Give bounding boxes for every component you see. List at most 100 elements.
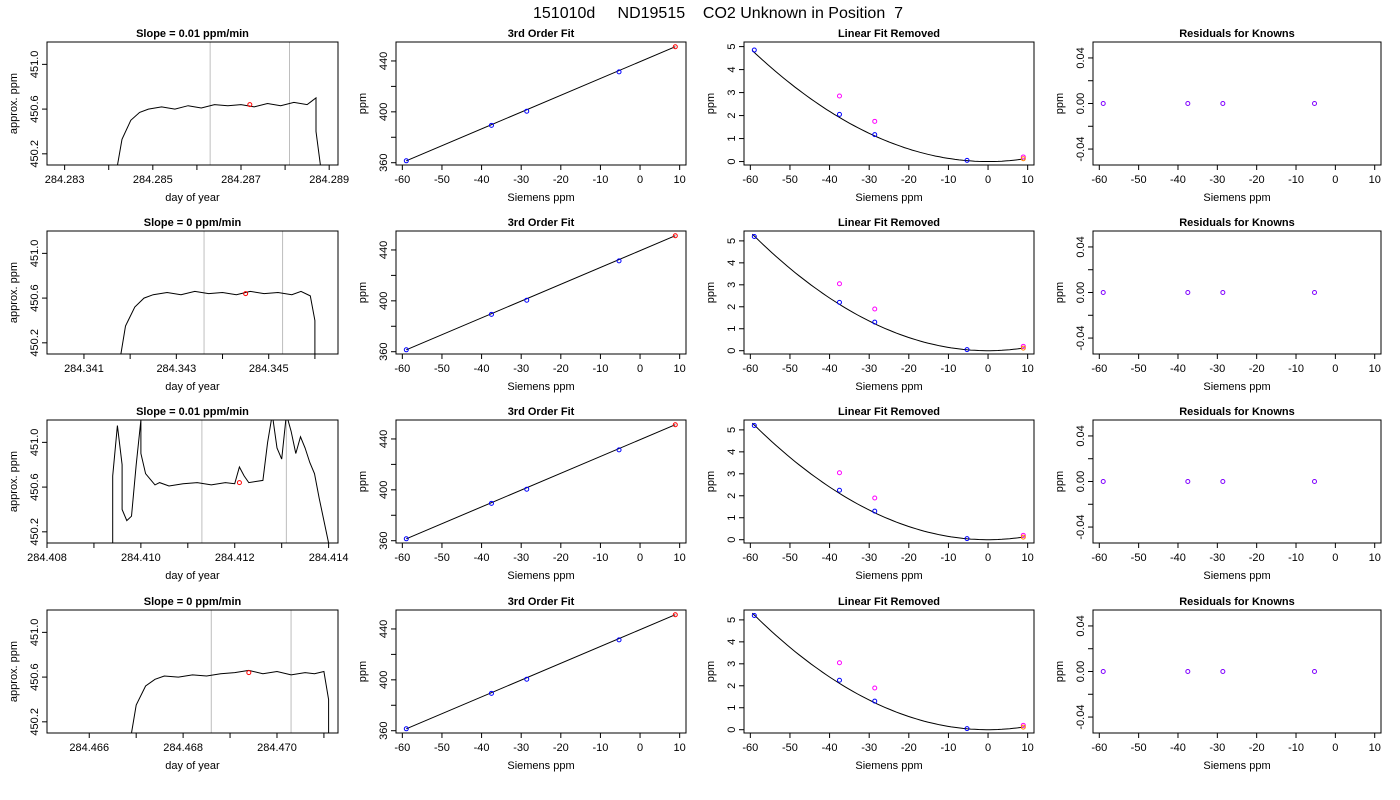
y-tick-label: 400 <box>378 103 390 121</box>
x-tick-label: 284.408 <box>27 552 67 564</box>
y-tick-label: 450.6 <box>29 284 41 312</box>
x-tick-label: -60 <box>742 742 758 754</box>
x-tick-label: -20 <box>901 363 917 375</box>
y-tick-label: 451.0 <box>29 240 41 268</box>
y-tick-label: 360 <box>378 722 390 740</box>
y-tick-label: -0.04 <box>1075 137 1087 162</box>
x-tick-label: 0 <box>985 363 991 375</box>
residual-point <box>1100 669 1106 674</box>
mean-marker <box>243 291 249 297</box>
y-tick-label: 400 <box>378 671 390 689</box>
magenta-point <box>1020 154 1026 160</box>
panel-data <box>751 47 1026 163</box>
x-tick-label: -30 <box>1209 552 1225 564</box>
x-tick-label: 0 <box>637 552 643 564</box>
unknown-point <box>672 612 678 618</box>
panel-residuals-2: Residuals for Knowns -60 -50 -40 -30 -20 -10 0 1… <box>1054 217 1382 393</box>
residual-point <box>1312 669 1318 674</box>
x-tick-label: 10 <box>1022 363 1034 375</box>
residual-point <box>1312 479 1318 484</box>
known-point <box>751 422 757 428</box>
x-tick-label: 284.468 <box>163 742 203 754</box>
x-tick-label: -50 <box>434 174 450 186</box>
x-tick-label: 284.466 <box>69 742 109 754</box>
quadratic-curve <box>751 233 1026 352</box>
y-tick-label: -0.04 <box>1075 326 1087 351</box>
panel-data <box>1100 669 1318 674</box>
magenta-point <box>872 306 878 312</box>
x-tick-label: -50 <box>1131 174 1147 186</box>
x-tick-label: -10 <box>1288 174 1304 186</box>
panel-timeseries-4: Slope = 0 ppm/min 284.466 284.468 284.470 45… <box>8 596 339 772</box>
panel-data <box>117 42 321 165</box>
unknown-point <box>1020 156 1026 162</box>
y-tick-label: 0.04 <box>1075 47 1087 68</box>
known-point <box>488 122 494 128</box>
mean-marker <box>246 670 252 676</box>
x-tick-label: -10 <box>940 742 956 754</box>
y-tick-label: 0 <box>726 727 738 733</box>
panel-fit-1: 3rd Order Fit -60 -50 -40 -30 -20 -10 0 10 360 400… <box>357 28 687 204</box>
x-tick-label: -20 <box>901 742 917 754</box>
panel-title: 3rd Order Fit <box>508 217 575 229</box>
x-axis-label: Siemens ppm <box>1203 192 1270 204</box>
unknown-point <box>1020 534 1026 540</box>
x-tick-label: -60 <box>394 552 410 564</box>
x-tick-label: 10 <box>1369 742 1381 754</box>
x-tick-label: -10 <box>592 363 608 375</box>
y-tick-label: 4 <box>726 67 738 73</box>
y-tick-label: 0 <box>726 348 738 354</box>
y-tick-label: 451.0 <box>29 51 41 79</box>
x-tick-label: -50 <box>1131 742 1147 754</box>
x-tick-label: 284.410 <box>121 552 161 564</box>
x-tick-label: 0 <box>1332 552 1338 564</box>
x-tick-label: 10 <box>1369 363 1381 375</box>
y-tick-label: 400 <box>378 481 390 499</box>
y-tick-label: 450.6 <box>29 663 41 691</box>
y-tick-label: 0 <box>726 537 738 543</box>
ppm-trace <box>112 420 330 543</box>
quadratic-curve <box>751 612 1026 731</box>
x-tick-label: 284.345 <box>249 363 289 375</box>
x-tick-label: -10 <box>1288 552 1304 564</box>
x-tick-label: 284.343 <box>156 363 196 375</box>
x-axis-label: Siemens ppm <box>1203 570 1270 582</box>
y-axis-label: ppm <box>705 661 717 682</box>
x-tick-label: -60 <box>742 174 758 186</box>
residual-point <box>1100 101 1106 106</box>
y-tick-label: 0.04 <box>1075 236 1087 257</box>
x-tick-label: -20 <box>1249 363 1265 375</box>
panel-title: Linear Fit Removed <box>838 596 940 608</box>
panel-fit-2: 3rd Order Fit -60 -50 -40 -30 -20 -10 0 10 360 400… <box>357 217 687 393</box>
y-tick-label: 450.2 <box>29 329 41 357</box>
x-tick-label: -30 <box>1209 742 1225 754</box>
x-tick-label: -20 <box>553 552 569 564</box>
known-point <box>964 536 970 542</box>
x-axis-label: Siemens ppm <box>1203 760 1270 772</box>
y-axis-label: ppm <box>705 282 717 303</box>
plot-frame <box>1092 41 1382 166</box>
panel-data <box>751 233 1026 353</box>
x-axis-label: Siemens ppm <box>507 570 574 582</box>
panel-data <box>120 231 316 354</box>
known-point <box>836 111 842 117</box>
x-tick-label: -10 <box>940 363 956 375</box>
panel-title: Residuals for Knowns <box>1179 28 1295 40</box>
mean-marker <box>247 102 253 108</box>
x-tick-label: 10 <box>674 363 686 375</box>
panel-title: Residuals for Knowns <box>1179 217 1295 229</box>
x-tick-label: -10 <box>940 174 956 186</box>
x-tick-label: -40 <box>474 174 490 186</box>
plot-frame <box>395 230 687 355</box>
y-axis-label: ppm <box>705 471 717 492</box>
magenta-point <box>872 495 878 501</box>
unknown-point <box>672 233 678 239</box>
x-tick-label: 10 <box>1022 174 1034 186</box>
x-axis-label: day of year <box>165 381 220 393</box>
panel-title: Slope = 0 ppm/min <box>144 217 242 229</box>
panel-linear-removed-3: Linear Fit Removed -60 -50 -40 -30 -20 -10 0 10 0… <box>705 406 1035 582</box>
x-tick-label: 284.341 <box>64 363 104 375</box>
y-tick-label: 360 <box>378 154 390 172</box>
x-tick-label: 0 <box>985 552 991 564</box>
x-tick-label: -50 <box>782 552 798 564</box>
